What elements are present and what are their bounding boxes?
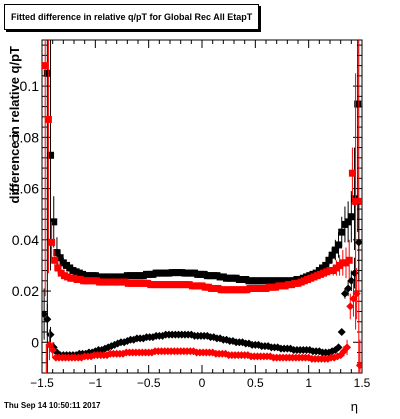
data-point-square bbox=[345, 256, 353, 264]
series-0 bbox=[43, 40, 362, 373]
timestamp-footer: Thu Sep 14 10:50:11 2017 bbox=[4, 401, 101, 410]
data-point-square bbox=[344, 218, 352, 226]
data-point-square bbox=[51, 256, 59, 264]
data-point-square bbox=[347, 213, 355, 221]
y-tick-label: 0 bbox=[31, 334, 39, 350]
data-point-diamond bbox=[340, 289, 349, 298]
data-point-square bbox=[325, 256, 333, 264]
data-point-diamond bbox=[44, 371, 48, 373]
chart-title: Fitted difference in relative q/pT for G… bbox=[4, 4, 260, 30]
data-point-diamond bbox=[352, 289, 361, 298]
x-tick-label: −1 bbox=[88, 376, 102, 390]
plot-frame bbox=[41, 39, 363, 374]
x-tick-label: 0 bbox=[199, 376, 206, 390]
data-point-diamond bbox=[346, 302, 355, 311]
data-point-square bbox=[42, 62, 49, 70]
y-tick-label: 0.08 bbox=[12, 129, 39, 145]
data-point-diamond bbox=[48, 345, 57, 354]
x-axis-label: η bbox=[351, 399, 358, 414]
x-tick-label: −1.5 bbox=[30, 376, 54, 390]
data-point-square bbox=[43, 69, 51, 77]
data-point-square bbox=[348, 169, 356, 177]
data-point-diamond bbox=[42, 310, 49, 319]
y-tick-label: 0.02 bbox=[12, 283, 39, 299]
y-tick-label: 0.04 bbox=[12, 232, 39, 248]
data-point-diamond bbox=[337, 328, 346, 337]
data-point-diamond bbox=[343, 343, 352, 352]
x-tick-label: 1 bbox=[305, 376, 312, 390]
data-point-square bbox=[47, 151, 55, 159]
data-point-square bbox=[328, 251, 336, 259]
data-point-square bbox=[44, 115, 52, 123]
data-point-square bbox=[338, 228, 346, 236]
y-tick-label: 0.06 bbox=[12, 181, 39, 197]
series-3 bbox=[44, 267, 362, 373]
data-layer bbox=[42, 40, 362, 373]
series-1 bbox=[42, 40, 362, 373]
data-point-diamond bbox=[349, 294, 358, 303]
y-tick-label: 0.1 bbox=[20, 78, 40, 94]
data-point-diamond bbox=[355, 361, 362, 370]
data-point-square bbox=[53, 249, 61, 257]
data-point-square bbox=[56, 254, 64, 262]
data-point-diamond bbox=[46, 330, 55, 339]
data-point-square bbox=[50, 218, 58, 226]
x-tick-label: −0.5 bbox=[137, 376, 161, 390]
data-point-square bbox=[355, 197, 362, 205]
data-point-square bbox=[322, 261, 330, 269]
x-tick-label: 1.5 bbox=[354, 376, 371, 390]
data-point-diamond bbox=[45, 340, 54, 349]
data-point-square bbox=[54, 264, 62, 272]
data-point-square bbox=[335, 241, 343, 249]
data-point-diamond bbox=[354, 238, 362, 247]
data-point-square bbox=[48, 238, 56, 246]
data-point-diamond bbox=[43, 315, 52, 324]
data-point-diamond bbox=[334, 343, 343, 352]
y-axis-label: difference in relative q/pT bbox=[7, 46, 22, 204]
x-tick-label: 0.5 bbox=[247, 376, 264, 390]
data-point-square bbox=[354, 100, 362, 108]
data-point-square bbox=[331, 246, 339, 254]
data-point-diamond bbox=[344, 284, 353, 293]
